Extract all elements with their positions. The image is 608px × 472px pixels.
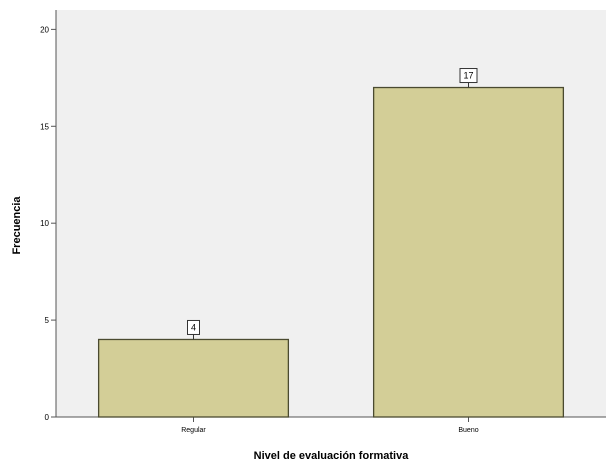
- bar-regular: [97, 338, 290, 418]
- bar-bueno: [372, 86, 565, 418]
- data-label: 4: [191, 322, 196, 332]
- bars-group: 4 17: [97, 68, 565, 418]
- y-tick-label: 10: [40, 219, 49, 228]
- y-tick-label: 0: [45, 413, 50, 422]
- data-label-box: [459, 68, 478, 84]
- y-tick-label: 15: [40, 122, 49, 131]
- y-axis: 0 5 10 15 20: [40, 10, 57, 422]
- y-tick-label: 20: [40, 25, 49, 34]
- data-label-box: [187, 319, 200, 335]
- y-axis-label: Frecuencia: [11, 196, 23, 255]
- x-axis-label: Nivel de evaluación formativa: [254, 450, 410, 462]
- y-tick-label: 5: [45, 316, 50, 325]
- data-label: 17: [463, 71, 473, 81]
- x-tick-label: Regular: [181, 427, 206, 434]
- x-tick-label: Bueno: [458, 427, 478, 434]
- x-axis: Regular Bueno: [56, 416, 606, 434]
